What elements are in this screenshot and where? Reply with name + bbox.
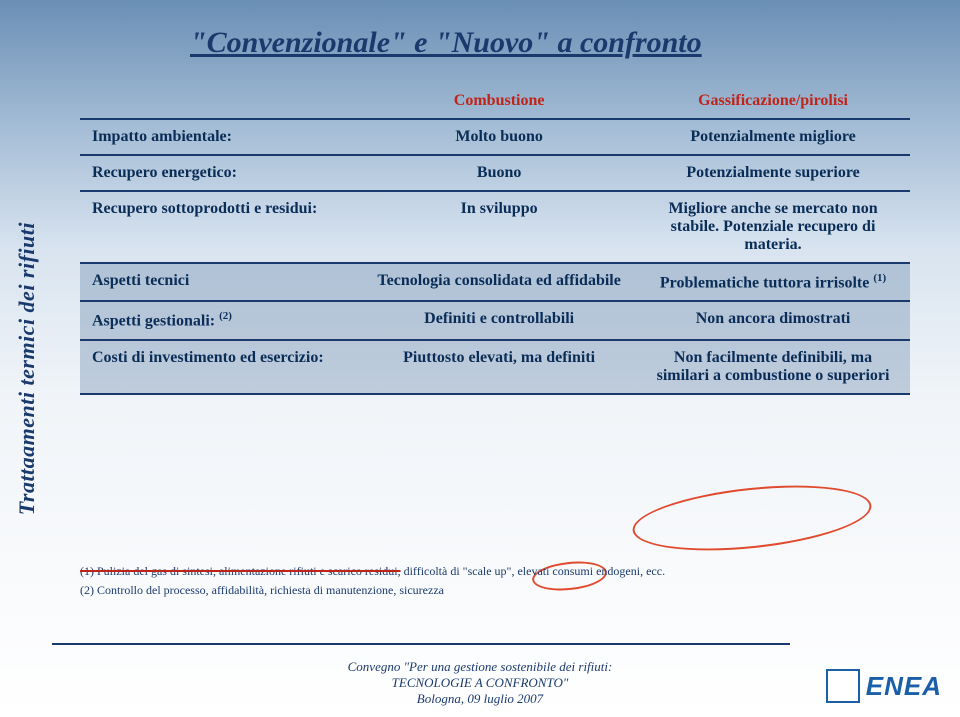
footnotes: (1) Pulizia del gas di sintesi, alimenta… <box>80 560 910 602</box>
cell-gassificazione: Non ancora dimostrati <box>636 301 910 339</box>
header-combustione: Combustione <box>362 84 636 119</box>
footnote-1-struck: (1) Pulizia del gas di sintesi, alimenta… <box>80 564 401 578</box>
footer-line-2: TECNOLOGIE A CONFRONTO" <box>0 675 960 691</box>
footnote-1-rest: difficoltà di "scale up", elevati consum… <box>401 564 666 578</box>
cell-combustione: In sviluppo <box>362 191 636 263</box>
cell-gassificazione: Problematiche tuttora irrisolte (1) <box>636 263 910 301</box>
footnote-1: (1) Pulizia del gas di sintesi, alimenta… <box>80 564 910 579</box>
cell-gassificazione: Migliore anche se mercato non stabile. P… <box>636 191 910 263</box>
logo: ENEA <box>826 669 942 703</box>
annotation-ellipse-icon <box>630 476 875 561</box>
cell-gassificazione: Potenzialmente migliore <box>636 119 910 155</box>
cell-label: Recupero sottoprodotti e residui: <box>80 191 362 263</box>
sidebar: Trattaamenti termici dei rifiuti <box>12 90 42 647</box>
table-row: Aspetti tecnici Tecnologia consolidata e… <box>80 263 910 301</box>
table-row: Costi di investimento ed esercizio: Piut… <box>80 340 910 394</box>
content-area: Combustione Gassificazione/pirolisi Impa… <box>80 84 910 395</box>
cell-text: Aspetti gestionali: <box>92 313 219 330</box>
cell-label: Aspetti gestionali: (2) <box>80 301 362 339</box>
cell-combustione: Tecnologia consolidata ed affidabile <box>362 263 636 301</box>
comparison-table: Combustione Gassificazione/pirolisi Impa… <box>80 84 910 395</box>
cell-label: Costi di investimento ed esercizio: <box>80 340 362 394</box>
header-gassificazione: Gassificazione/pirolisi <box>636 84 910 119</box>
cell-label: Recupero energetico: <box>80 155 362 191</box>
table-header-row: Combustione Gassificazione/pirolisi <box>80 84 910 119</box>
superscript: (2) <box>219 310 232 322</box>
table-row: Impatto ambientale: Molto buono Potenzia… <box>80 119 910 155</box>
cell-text: Problematiche tuttora irrisolte <box>660 274 873 291</box>
footnote-2: (2) Controllo del processo, affidabilità… <box>80 583 910 598</box>
slide: Trattaamenti termici dei rifiuti "Conven… <box>0 0 960 717</box>
cell-combustione: Definiti e controllabili <box>362 301 636 339</box>
cell-combustione: Buono <box>362 155 636 191</box>
logo-mark-icon <box>826 669 860 703</box>
footer: Convegno "Per una gestione sostenibile d… <box>0 659 960 707</box>
cell-label: Aspetti tecnici <box>80 263 362 301</box>
sidebar-label: Trattaamenti termici dei rifiuti <box>14 222 40 515</box>
cell-gassificazione: Non facilmente definibili, ma similari a… <box>636 340 910 394</box>
footer-divider <box>52 643 790 645</box>
footer-line-1: Convegno "Per una gestione sostenibile d… <box>0 659 960 675</box>
slide-title: "Convenzionale" e "Nuovo" a confronto <box>190 26 702 60</box>
logo-text: ENEA <box>866 671 942 702</box>
superscript: (1) <box>873 272 886 284</box>
table-row: Recupero sottoprodotti e residui: In svi… <box>80 191 910 263</box>
cell-combustione: Molto buono <box>362 119 636 155</box>
cell-gassificazione: Potenzialmente superiore <box>636 155 910 191</box>
table-row: Aspetti gestionali: (2) Definiti e contr… <box>80 301 910 339</box>
footer-line-3: Bologna, 09 luglio 2007 <box>0 691 960 707</box>
cell-label: Impatto ambientale: <box>80 119 362 155</box>
cell-combustione: Piuttosto elevati, ma definiti <box>362 340 636 394</box>
table-row: Recupero energetico: Buono Potenzialment… <box>80 155 910 191</box>
